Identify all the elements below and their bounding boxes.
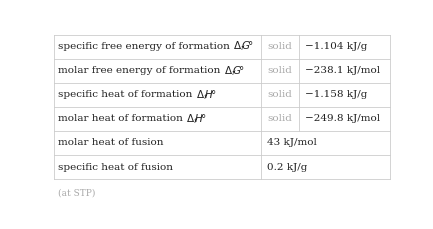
- Text: solid: solid: [267, 66, 292, 75]
- Text: molar heat of fusion: molar heat of fusion: [58, 139, 164, 147]
- Text: solid: solid: [267, 90, 292, 99]
- Text: 0.2 kJ/g: 0.2 kJ/g: [267, 163, 307, 172]
- Text: specific heat of formation: specific heat of formation: [58, 90, 196, 99]
- Text: −1.158 kJ/g: −1.158 kJ/g: [305, 90, 368, 99]
- Text: $\Delta_f\!G\!°$: $\Delta_f\!G\!°$: [224, 64, 245, 78]
- Text: molar heat of formation: molar heat of formation: [58, 114, 186, 123]
- Text: solid: solid: [267, 114, 292, 123]
- Text: 43 kJ/mol: 43 kJ/mol: [267, 139, 317, 147]
- Text: (at STP): (at STP): [58, 189, 96, 198]
- Text: −249.8 kJ/mol: −249.8 kJ/mol: [305, 114, 380, 123]
- Text: $\Delta_f\!H\!°$: $\Delta_f\!H\!°$: [186, 112, 207, 126]
- Text: specific heat of fusion: specific heat of fusion: [58, 163, 173, 172]
- Text: −238.1 kJ/mol: −238.1 kJ/mol: [305, 66, 380, 75]
- Text: molar free energy of formation: molar free energy of formation: [58, 66, 224, 75]
- Text: $\Delta_f\!H\!°$: $\Delta_f\!H\!°$: [196, 88, 216, 102]
- Text: −1.104 kJ/g: −1.104 kJ/g: [305, 42, 368, 51]
- Text: specific free energy of formation: specific free energy of formation: [58, 42, 233, 51]
- Text: solid: solid: [267, 42, 292, 51]
- Text: $\Delta_f\!G\!°$: $\Delta_f\!G\!°$: [233, 40, 254, 54]
